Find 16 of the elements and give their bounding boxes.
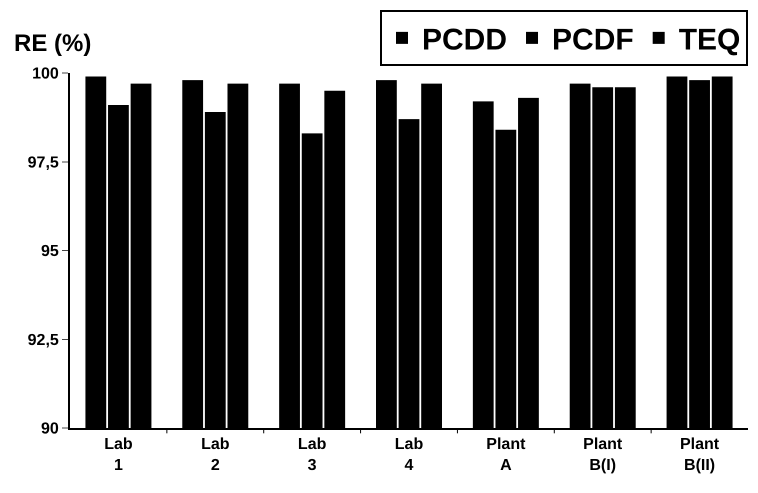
y-axis-title: RE (%) [14,30,92,57]
x-tick-label: Lab 4 [394,436,424,474]
legend-label: PCDF [552,24,634,57]
legend-label: TEQ [678,24,740,57]
y-tick-label: 90 [41,420,59,438]
x-tick-label: Plant B(I) [583,436,623,474]
y-tick-label: 95 [41,243,59,260]
x-tick-label: Plant A [486,436,526,474]
x-tick-label: Lab 3 [298,436,327,474]
legend-label: PCDD [422,24,508,57]
x-tick-label: Plant B(II) [680,436,720,474]
y-tick-label: 100 [32,66,59,83]
x-tick-label: Lab 2 [201,436,230,474]
y-tick-label: 97,5 [28,154,59,172]
x-tick-label: Lab 1 [104,436,133,474]
y-tick-label: 92,5 [28,332,59,349]
